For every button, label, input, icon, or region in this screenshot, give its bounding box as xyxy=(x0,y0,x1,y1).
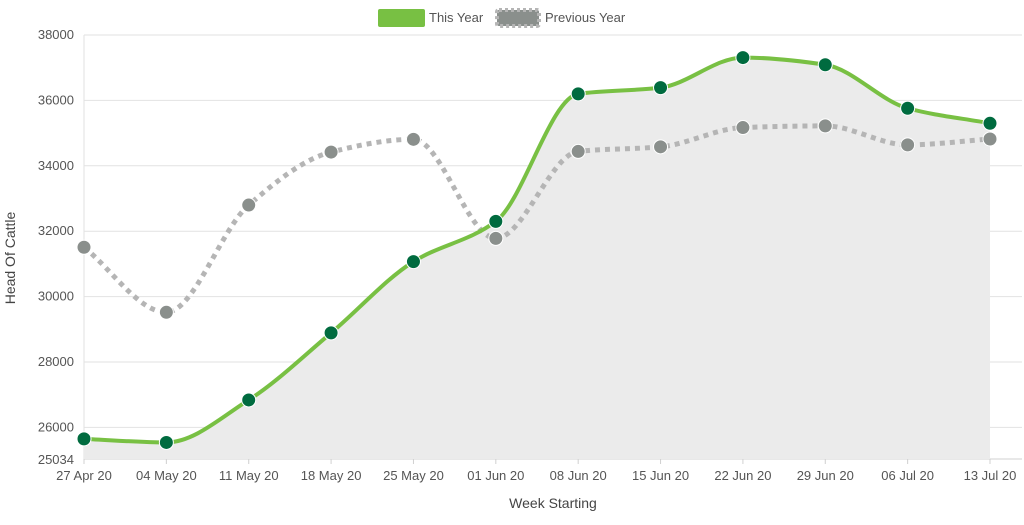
point-previous-year[interactable] xyxy=(158,304,174,320)
x-tick-label: 11 May 20 xyxy=(219,468,279,483)
y-tick-label: 28000 xyxy=(38,354,74,369)
point-previous-year[interactable] xyxy=(982,131,998,147)
legend-label-this-year: This Year xyxy=(429,10,484,25)
point-previous-year[interactable] xyxy=(323,144,339,160)
legend-swatch-this-year xyxy=(378,9,425,27)
point-this-year[interactable] xyxy=(570,86,586,102)
series-markers xyxy=(76,50,998,450)
point-this-year[interactable] xyxy=(982,115,998,131)
point-this-year[interactable] xyxy=(323,325,339,341)
point-previous-year[interactable] xyxy=(405,131,421,147)
y-tick-label: 36000 xyxy=(38,92,74,107)
legend: This Year Previous Year xyxy=(378,8,626,28)
point-previous-year[interactable] xyxy=(488,230,504,246)
point-previous-year[interactable] xyxy=(900,137,916,153)
legend-item-this-year[interactable]: This Year xyxy=(378,9,484,27)
y-axis-ticks: 25034 26000 28000 30000 32000 34000 36000 38000 xyxy=(38,27,74,467)
y-axis-title: Head Of Cattle xyxy=(2,211,18,304)
x-tick-label: 01 Jun 20 xyxy=(467,468,524,483)
point-this-year[interactable] xyxy=(653,80,669,96)
area-this-year xyxy=(84,57,990,459)
x-tick-label: 06 Jul 20 xyxy=(881,468,934,483)
point-this-year[interactable] xyxy=(488,213,504,229)
legend-label-previous-year: Previous Year xyxy=(545,10,626,25)
y-tick-label: 38000 xyxy=(38,27,74,42)
x-tick-label: 04 May 20 xyxy=(136,468,197,483)
point-this-year[interactable] xyxy=(76,431,92,447)
x-axis-ticks: 27 Apr 20 04 May 20 11 May 20 18 May 20 25 M… xyxy=(56,459,1016,483)
y-tick-label: 34000 xyxy=(38,158,74,173)
point-previous-year[interactable] xyxy=(241,197,257,213)
x-tick-label: 25 May 20 xyxy=(383,468,444,483)
x-tick-label: 29 Jun 20 xyxy=(797,468,854,483)
point-previous-year[interactable] xyxy=(570,143,586,159)
y-tick-label: 26000 xyxy=(38,419,74,434)
x-tick-label: 13 Jul 20 xyxy=(964,468,1017,483)
y-tick-label: 30000 xyxy=(38,289,74,304)
y-tick-label: 32000 xyxy=(38,223,74,238)
point-previous-year[interactable] xyxy=(653,139,669,155)
x-axis-title: Week Starting xyxy=(509,495,597,511)
x-tick-label: 08 Jun 20 xyxy=(550,468,607,483)
point-this-year[interactable] xyxy=(900,100,916,116)
point-this-year[interactable] xyxy=(405,254,421,270)
legend-swatch-previous-year xyxy=(495,8,541,28)
y-tick-label: 25034 xyxy=(38,452,74,467)
point-this-year[interactable] xyxy=(817,57,833,73)
point-previous-year[interactable] xyxy=(735,120,751,136)
point-this-year[interactable] xyxy=(241,392,257,408)
x-tick-label: 22 Jun 20 xyxy=(714,468,771,483)
x-tick-label: 27 Apr 20 xyxy=(56,468,112,483)
x-tick-label: 15 Jun 20 xyxy=(632,468,689,483)
point-this-year[interactable] xyxy=(158,434,174,450)
point-previous-year[interactable] xyxy=(817,118,833,134)
point-this-year[interactable] xyxy=(735,50,751,66)
point-previous-year[interactable] xyxy=(76,239,92,255)
x-tick-label: 18 May 20 xyxy=(301,468,362,483)
area-fills xyxy=(84,57,990,459)
legend-item-previous-year[interactable]: Previous Year xyxy=(495,8,626,28)
